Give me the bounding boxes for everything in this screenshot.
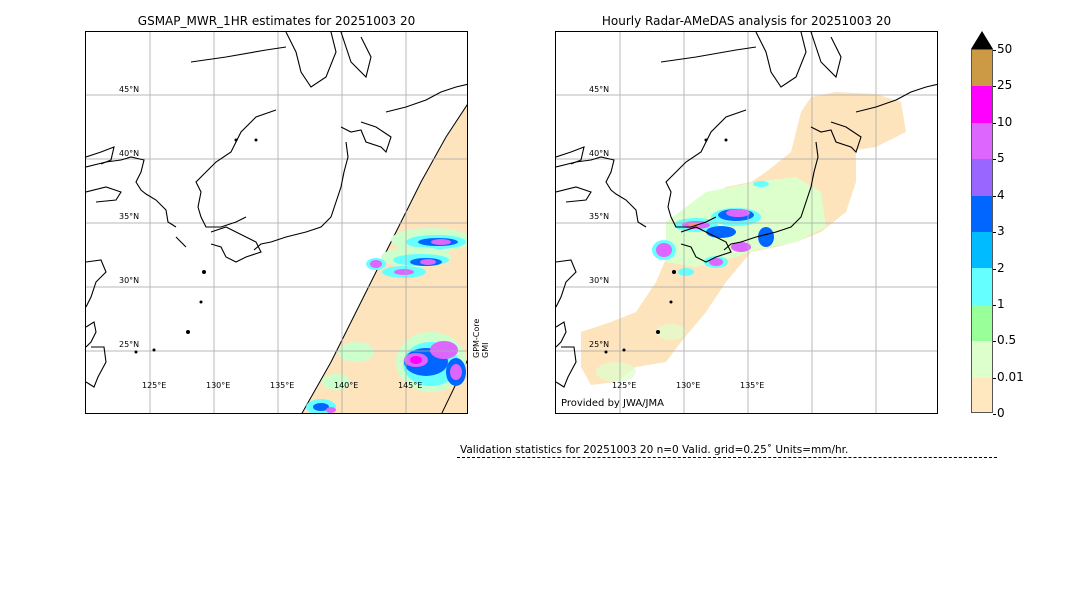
colorbar-tick-3: 3: [993, 224, 1005, 238]
colorbar-seg-5-10: [972, 122, 992, 160]
right-map-radar-amedas: [555, 31, 938, 414]
colorbar-seg-2-3: [972, 231, 992, 269]
right-lat-label-40: 40°N: [589, 149, 610, 158]
colorbar-tick-10: 10: [992, 115, 1013, 129]
colorbar-tick-2: 2: [993, 261, 1005, 275]
right-map-title: Hourly Radar-AMeDAS analysis for 2025100…: [601, 14, 892, 28]
swath-label: GPM-Core GMI: [472, 319, 490, 358]
left-lat-label-25: 25°N: [119, 340, 140, 349]
left-lon-label-145: 145°E: [398, 381, 423, 390]
left-map-canvas: [86, 32, 467, 413]
right-lat-label-35: 35°N: [589, 212, 610, 221]
right-lat-label-30: 30°N: [589, 276, 610, 285]
left-lon-label-140: 140°E: [334, 381, 359, 390]
right-lon-label-125: 125°E: [612, 381, 637, 390]
swath-label-line1: GPM-Core: [472, 318, 481, 358]
colorbar-seg-4-5: [972, 159, 992, 196]
left-lat-label-45: 45°N: [119, 85, 140, 94]
data-credit: Provided by JWA/JMA: [561, 398, 664, 409]
colorbar-tick-5: 5: [993, 151, 1005, 165]
colorbar-extend-arrow-icon: [971, 31, 993, 49]
colorbar-tick-1: 1: [993, 297, 1005, 311]
colorbar-tick-0.01: 0.01: [993, 370, 1024, 384]
left-lat-label-35: 35°N: [119, 212, 140, 221]
left-lat-label-40: 40°N: [119, 149, 140, 158]
colorbar-seg-25-50: [972, 50, 992, 87]
colorbar-tick-4: 4: [993, 188, 1005, 202]
validation-divider: [457, 457, 997, 458]
colorbar-seg-0.01-0.5: [972, 341, 992, 378]
colorbar-seg-0.5-1: [972, 304, 992, 342]
colorbar-seg-10-25: [972, 86, 992, 123]
colorbar-seg-1-2: [972, 268, 992, 305]
colorbar-tick-50: 50: [992, 42, 1013, 56]
swath-label-line2: GMI: [481, 342, 490, 358]
right-map-canvas: [556, 32, 937, 413]
left-lat-label-30: 30°N: [119, 276, 140, 285]
right-lon-label-135: 135°E: [740, 381, 765, 390]
colorbar: [971, 49, 993, 413]
colorbar-seg-0-0.01: [972, 377, 992, 412]
left-map-gsmap: [85, 31, 468, 414]
right-lat-label-45: 45°N: [589, 85, 610, 94]
colorbar-tick-0.5: 0.5: [992, 333, 1017, 347]
left-lon-label-125: 125°E: [142, 381, 167, 390]
right-lon-label-130: 130°E: [676, 381, 701, 390]
colorbar-seg-3-4: [972, 195, 992, 232]
left-lon-label-135: 135°E: [270, 381, 295, 390]
right-lat-label-25: 25°N: [589, 340, 610, 349]
left-lon-label-130: 130°E: [206, 381, 231, 390]
colorbar-tick-0: 0: [993, 406, 1005, 420]
validation-statistics: Validation statistics for 20251003 20 n=…: [460, 444, 849, 456]
colorbar-tick-25: 25: [992, 78, 1013, 92]
left-map-title: GSMAP_MWR_1HR estimates for 20251003 20: [137, 14, 416, 28]
